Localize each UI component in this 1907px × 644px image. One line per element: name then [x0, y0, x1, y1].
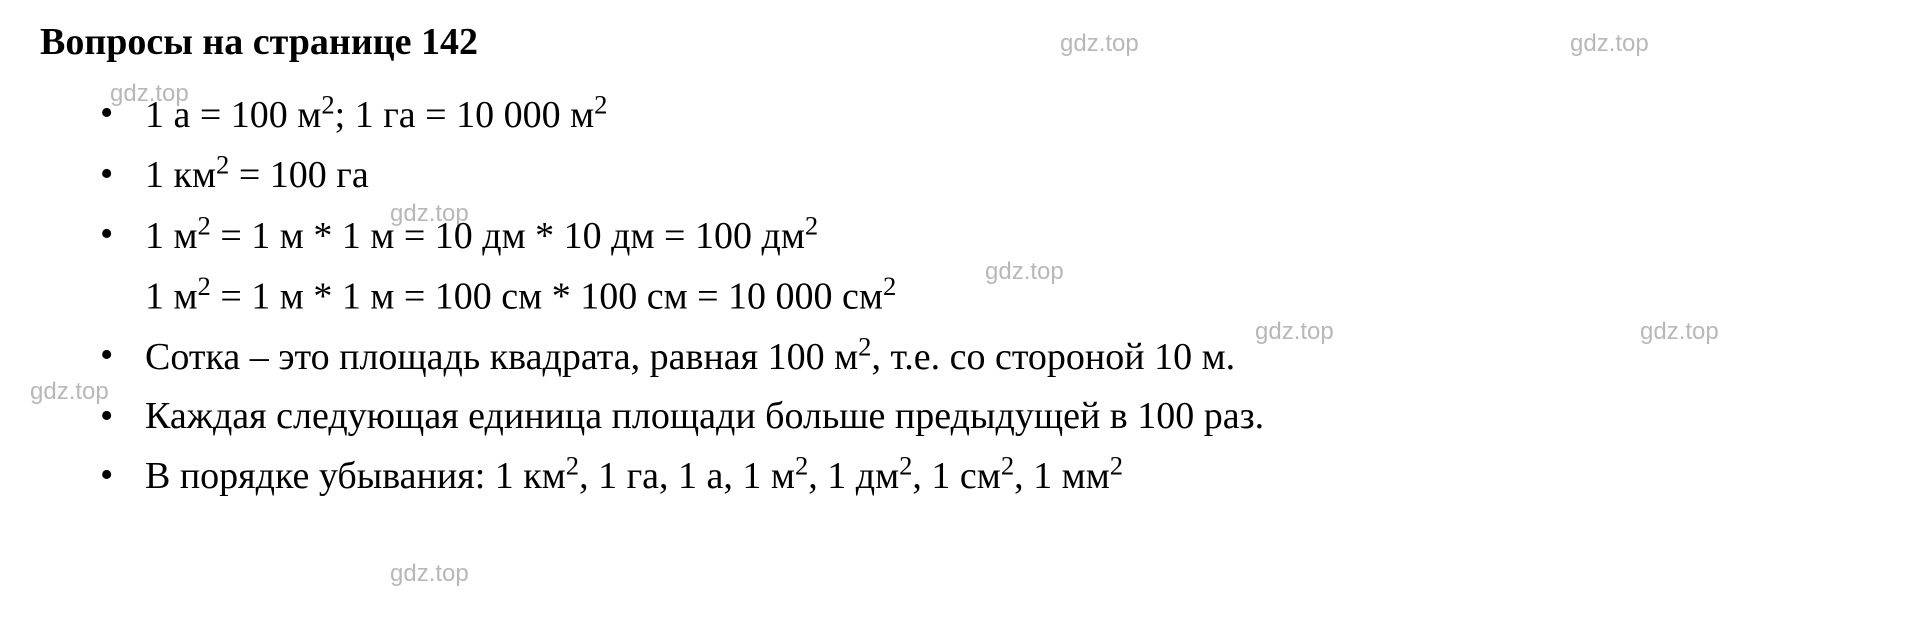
list-item: 1 м2 = 1 м * 1 м = 10 дм * 10 дм = 100 д…: [100, 205, 1867, 266]
answer-text-continuation: 1 м2 = 1 м * 1 м = 100 см * 100 см = 10 …: [145, 266, 1867, 327]
answer-text: Каждая следующая единица площади больше …: [145, 395, 1264, 437]
answer-text: Сотка – это площадь квадрата, равная 100…: [145, 336, 1235, 378]
answer-text: 1 м2 = 1 м * 1 м = 10 дм * 10 дм = 100 д…: [145, 215, 818, 257]
answer-text: 1 а = 100 м2; 1 га = 10 000 м2: [145, 94, 607, 136]
list-item: В порядке убывания: 1 км2, 1 га, 1 а, 1 …: [100, 446, 1867, 507]
answer-list-continued: Сотка – это площадь квадрата, равная 100…: [100, 326, 1867, 506]
list-item: 1 а = 100 м2; 1 га = 10 000 м2: [100, 84, 1867, 145]
list-item: 1 км2 = 100 га: [100, 145, 1867, 206]
list-item: Каждая следующая единица площади больше …: [100, 387, 1867, 446]
watermark-text: gdz.top: [390, 560, 469, 588]
answer-text: В порядке убывания: 1 км2, 1 га, 1 а, 1 …: [145, 455, 1123, 497]
list-item: Сотка – это площадь квадрата, равная 100…: [100, 326, 1867, 387]
page-title: Вопросы на странице 142: [40, 20, 1867, 64]
answer-list: 1 а = 100 м2; 1 га = 10 000 м2 1 км2 = 1…: [100, 84, 1867, 266]
answer-text: 1 км2 = 100 га: [145, 154, 369, 196]
